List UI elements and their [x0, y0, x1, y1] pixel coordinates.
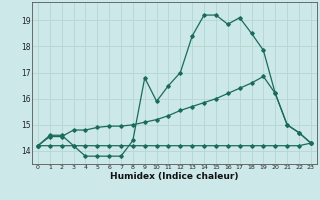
X-axis label: Humidex (Indice chaleur): Humidex (Indice chaleur) — [110, 172, 239, 181]
